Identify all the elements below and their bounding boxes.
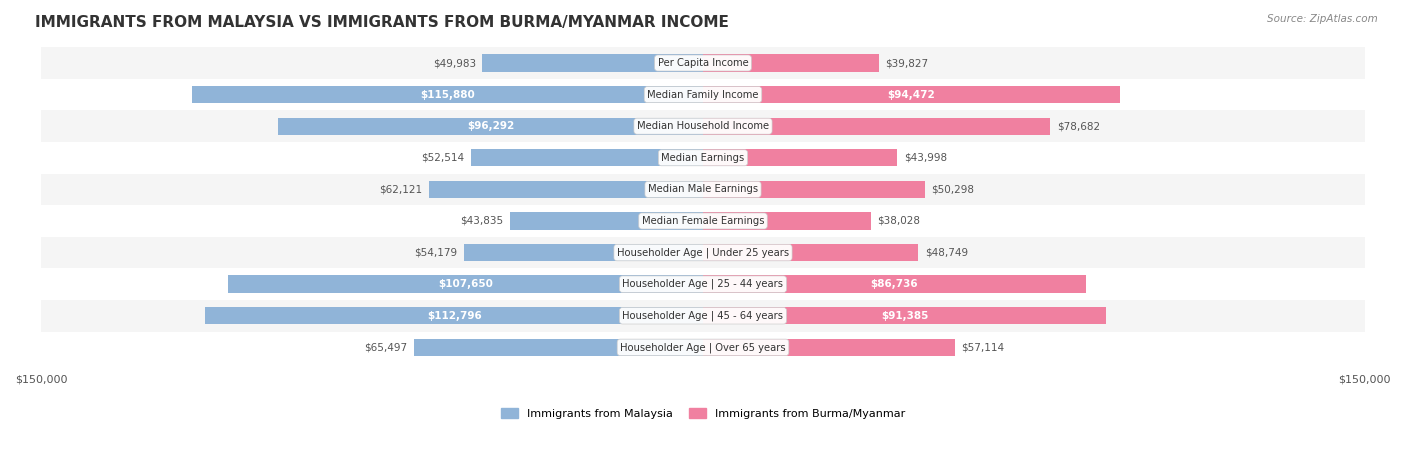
- Text: $112,796: $112,796: [427, 311, 482, 321]
- Bar: [191, 86, 703, 103]
- Text: $38,028: $38,028: [877, 216, 921, 226]
- Text: $43,998: $43,998: [904, 153, 946, 163]
- Bar: [703, 149, 897, 166]
- Bar: [41, 110, 1365, 142]
- Text: $49,983: $49,983: [433, 58, 475, 68]
- Text: Householder Age | 25 - 44 years: Householder Age | 25 - 44 years: [623, 279, 783, 290]
- Text: $52,514: $52,514: [422, 153, 465, 163]
- Text: Median Household Income: Median Household Income: [637, 121, 769, 131]
- Bar: [41, 269, 1365, 300]
- Bar: [41, 174, 1365, 205]
- Bar: [41, 332, 1365, 363]
- Text: $54,179: $54,179: [415, 248, 457, 258]
- Text: Median Family Income: Median Family Income: [647, 90, 759, 99]
- Bar: [703, 86, 1119, 103]
- Text: $91,385: $91,385: [882, 311, 928, 321]
- Text: $78,682: $78,682: [1057, 121, 1099, 131]
- Text: $94,472: $94,472: [887, 90, 935, 99]
- Bar: [41, 237, 1365, 269]
- Bar: [205, 307, 703, 325]
- Bar: [703, 181, 925, 198]
- Text: Source: ZipAtlas.com: Source: ZipAtlas.com: [1267, 14, 1378, 24]
- Text: IMMIGRANTS FROM MALAYSIA VS IMMIGRANTS FROM BURMA/MYANMAR INCOME: IMMIGRANTS FROM MALAYSIA VS IMMIGRANTS F…: [35, 15, 728, 30]
- Text: Householder Age | 45 - 64 years: Householder Age | 45 - 64 years: [623, 311, 783, 321]
- Bar: [703, 244, 918, 261]
- Text: Householder Age | Under 25 years: Householder Age | Under 25 years: [617, 248, 789, 258]
- Text: Per Capita Income: Per Capita Income: [658, 58, 748, 68]
- Bar: [278, 118, 703, 135]
- Text: $115,880: $115,880: [420, 90, 475, 99]
- Text: $43,835: $43,835: [460, 216, 503, 226]
- Bar: [429, 181, 703, 198]
- Text: $96,292: $96,292: [467, 121, 515, 131]
- Bar: [703, 339, 955, 356]
- Text: $39,827: $39,827: [886, 58, 928, 68]
- Bar: [509, 212, 703, 230]
- Text: $50,298: $50,298: [932, 184, 974, 194]
- Bar: [41, 142, 1365, 174]
- Bar: [471, 149, 703, 166]
- Text: $57,114: $57,114: [962, 342, 1005, 353]
- Bar: [703, 212, 870, 230]
- Bar: [41, 47, 1365, 79]
- Legend: Immigrants from Malaysia, Immigrants from Burma/Myanmar: Immigrants from Malaysia, Immigrants fro…: [496, 403, 910, 423]
- Bar: [482, 54, 703, 72]
- Text: $107,650: $107,650: [439, 279, 494, 289]
- Text: $65,497: $65,497: [364, 342, 408, 353]
- Bar: [703, 276, 1085, 293]
- Text: Median Male Earnings: Median Male Earnings: [648, 184, 758, 194]
- Bar: [41, 205, 1365, 237]
- Text: $62,121: $62,121: [380, 184, 422, 194]
- Bar: [703, 54, 879, 72]
- Bar: [228, 276, 703, 293]
- Text: $86,736: $86,736: [870, 279, 918, 289]
- Bar: [413, 339, 703, 356]
- Bar: [703, 307, 1107, 325]
- Bar: [41, 300, 1365, 332]
- Text: $48,749: $48,749: [925, 248, 967, 258]
- Bar: [464, 244, 703, 261]
- Bar: [41, 79, 1365, 110]
- Text: Median Earnings: Median Earnings: [661, 153, 745, 163]
- Bar: [703, 118, 1050, 135]
- Text: Median Female Earnings: Median Female Earnings: [641, 216, 765, 226]
- Text: Householder Age | Over 65 years: Householder Age | Over 65 years: [620, 342, 786, 353]
